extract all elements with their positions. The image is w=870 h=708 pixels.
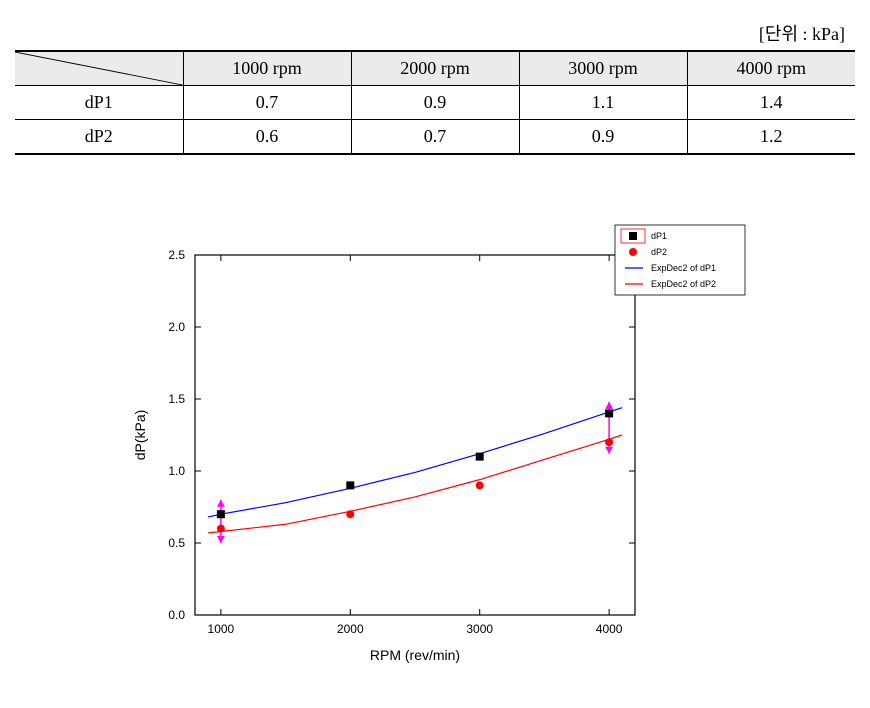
y-tick-label: 2.0 (168, 320, 185, 334)
legend-label: dP1 (651, 231, 667, 241)
data-table: 1000 rpm 2000 rpm 3000 rpm 4000 rpm dP1 … (15, 50, 855, 155)
y-tick-label: 0.5 (168, 536, 185, 550)
data-marker-circle (605, 438, 613, 446)
arrow-up-icon (605, 402, 613, 409)
table-row: dP1 0.7 0.9 1.1 1.4 (15, 86, 855, 120)
row-label: dP1 (15, 86, 183, 120)
table-col-header: 2000 rpm (351, 51, 519, 86)
x-tick-label: 1000 (208, 622, 235, 636)
table-cell: 1.4 (687, 86, 855, 120)
x-axis-label: RPM (rev/min) (370, 647, 460, 663)
data-marker-circle (346, 510, 354, 518)
data-marker-circle (476, 481, 484, 489)
y-tick-label: 2.5 (168, 248, 185, 262)
legend-label: dP2 (651, 247, 667, 257)
table-cell: 0.7 (351, 120, 519, 155)
data-marker-square (346, 481, 354, 489)
table-col-header: 4000 rpm (687, 51, 855, 86)
dp-chart: 0.0 0.5 1.0 1.5 2.0 2.5 1000 2000 3000 4000 RPM (r… (95, 215, 755, 675)
table-cell: 1.1 (519, 86, 687, 120)
data-marker-square (217, 510, 225, 518)
table-cell: 1.2 (687, 120, 855, 155)
plot-frame (195, 255, 635, 615)
table-row: dP2 0.6 0.7 0.9 1.2 (15, 120, 855, 155)
x-tick-label: 2000 (337, 622, 364, 636)
y-axis-label: dP(kPa) (132, 410, 148, 461)
y-tick-label: 1.0 (168, 464, 185, 478)
data-marker-square (605, 409, 613, 417)
x-tick-label: 3000 (466, 622, 493, 636)
legend-label: ExpDec2 of dP1 (651, 263, 716, 273)
chart-container: 0.0 0.5 1.0 1.5 2.0 2.5 1000 2000 3000 4000 RPM (r… (95, 215, 855, 680)
table-corner-cell (15, 51, 183, 86)
legend-label: ExpDec2 of dP2 (651, 279, 716, 289)
data-marker-circle (217, 525, 225, 533)
unit-label: [단위 : kPa] (15, 20, 855, 46)
fit-line (208, 408, 622, 517)
data-marker-square (476, 453, 484, 461)
arrow-down-icon (217, 536, 225, 543)
table-cell: 0.9 (519, 120, 687, 155)
table-cell: 0.7 (183, 86, 351, 120)
arrow-up-icon (217, 500, 225, 507)
table-cell: 0.6 (183, 120, 351, 155)
row-label: dP2 (15, 120, 183, 155)
fit-line (208, 435, 622, 533)
table-col-header: 3000 rpm (519, 51, 687, 86)
arrow-down-icon (605, 447, 613, 454)
y-tick-label: 1.5 (168, 392, 185, 406)
y-tick-label: 0.0 (168, 608, 185, 622)
legend-marker-icon (629, 248, 637, 256)
table-cell: 0.9 (351, 86, 519, 120)
x-tick-label: 4000 (596, 622, 623, 636)
table-header-row: 1000 rpm 2000 rpm 3000 rpm 4000 rpm (15, 51, 855, 86)
table-col-header: 1000 rpm (183, 51, 351, 86)
legend-marker-icon (629, 232, 637, 240)
